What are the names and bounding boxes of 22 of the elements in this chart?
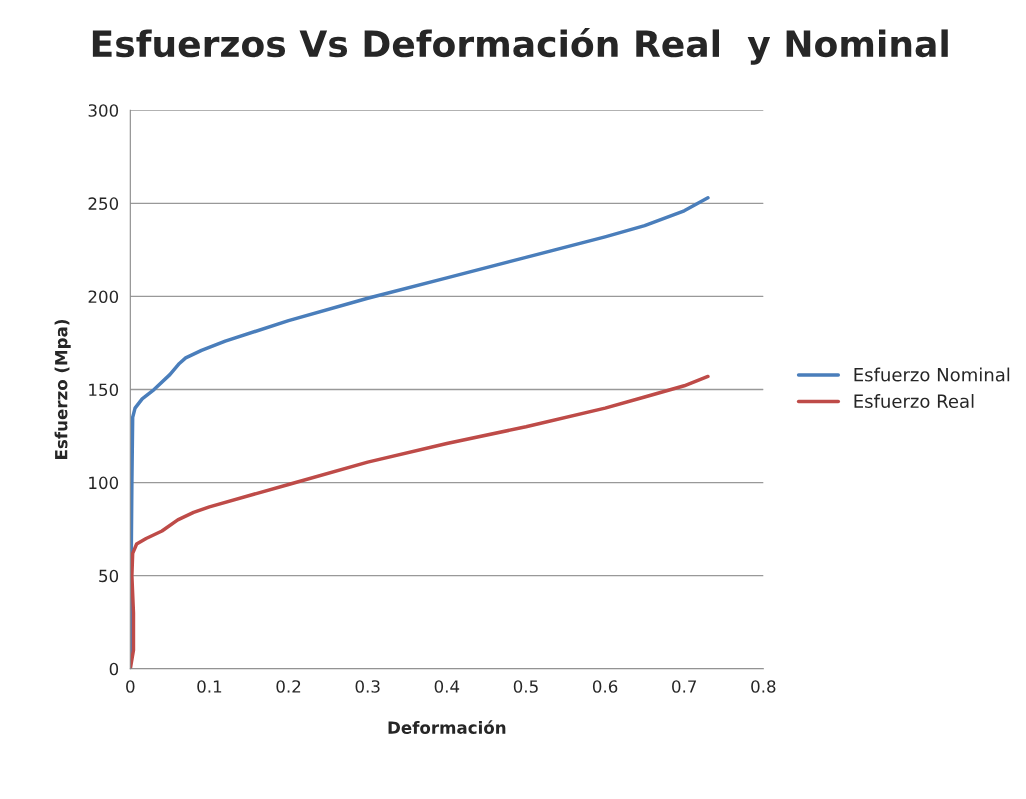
- chart-title: Esfuerzos Vs Deformación Real y Nominal: [92, 27, 948, 65]
- x-tick-label: 0: [126, 680, 135, 693]
- x-tick-label: 0.3: [355, 680, 380, 693]
- y-tick-label: 200: [88, 290, 119, 303]
- legend-label: Esfuerzo Real: [854, 394, 974, 408]
- x-tick-label: 0.6: [592, 680, 618, 693]
- x-tick-label: 0.8: [751, 680, 776, 693]
- x-tick-label: 0.1: [197, 680, 222, 693]
- x-axis-title: Deformación: [388, 720, 506, 734]
- line-series: [130, 374, 710, 669]
- y-tick-label: 0: [109, 662, 119, 676]
- y-tick-label: 50: [99, 569, 119, 583]
- y-tick-label: 250: [88, 197, 119, 210]
- y-tick-label: 100: [89, 476, 119, 490]
- x-tick-label: 0.5: [513, 680, 538, 693]
- y-tick-label: 150: [89, 383, 119, 397]
- y-axis-title: Esfuerzo (Mpa): [54, 320, 71, 459]
- legend-label: Esfuerzo Nominal: [854, 367, 1010, 382]
- x-tick-label: 0.7: [672, 680, 697, 693]
- x-tick-label: 0.2: [276, 680, 301, 693]
- x-tick-label: 0.4: [434, 680, 460, 693]
- y-tick-label: 300: [88, 104, 119, 117]
